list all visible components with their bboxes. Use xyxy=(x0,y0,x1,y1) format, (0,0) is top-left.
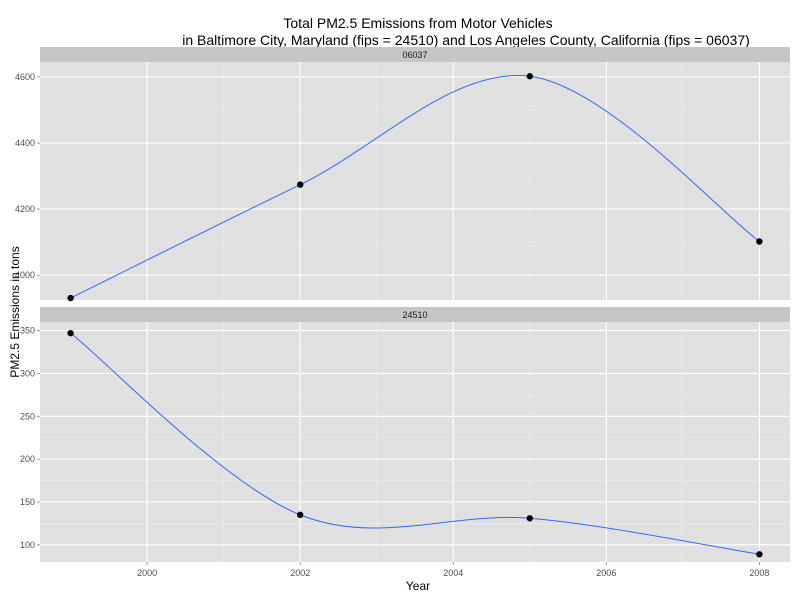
y-tick-label: 4600 xyxy=(15,72,35,82)
facet-panel-06037: 06037 4000 4200 4400 4600 xyxy=(15,47,790,302)
y-tick-label: 300 xyxy=(20,368,35,378)
y-tick-label: 250 xyxy=(20,411,35,421)
y-tick-label: 4400 xyxy=(15,138,35,148)
facet-strip xyxy=(40,307,790,322)
facet-panels: 06037 4000 4200 4400 4600 24510 100 150 200 250 30… xyxy=(15,47,790,562)
x-tick-label: 2008 xyxy=(749,568,769,578)
data-point-24510-2002 xyxy=(297,511,304,519)
facet-strip-label: 06037 xyxy=(402,50,427,60)
y-tick-label: 100 xyxy=(20,540,35,550)
data-point-24510-1999 xyxy=(67,329,74,337)
series-line-06037 xyxy=(70,74,760,299)
x-tick-label: 2002 xyxy=(290,568,310,578)
y-tick-label: 350 xyxy=(20,326,35,336)
y-tick-label: 4200 xyxy=(15,204,35,214)
facet-strip xyxy=(40,47,790,62)
data-point-24510-2008 xyxy=(756,551,763,558)
chart-title-line-2: in Baltimore City, Maryland (fips = 2451… xyxy=(182,32,750,48)
facet-panel-24510: 24510 100 150 200 250 300 350 xyxy=(20,307,790,562)
data-point-06037-2002 xyxy=(297,181,304,188)
y-axis-title: PM2.5 Emissions in tons xyxy=(8,246,22,377)
x-tick-label: 2006 xyxy=(596,568,616,578)
panel-background xyxy=(40,62,790,300)
y-tick-label: 150 xyxy=(20,497,35,507)
data-point-06037-1999 xyxy=(67,294,74,302)
panel-background xyxy=(40,322,790,562)
x-axis-title: Year xyxy=(406,579,430,593)
facet-strip-label: 24510 xyxy=(402,310,427,320)
y-tick-label: 200 xyxy=(20,454,35,464)
data-point-06037-2008 xyxy=(756,238,763,245)
x-tick-label: 2004 xyxy=(443,568,463,578)
data-point-24510-2005 xyxy=(526,515,533,522)
series-line-24510 xyxy=(70,332,760,555)
x-tick-label: 2000 xyxy=(137,568,157,578)
data-point-06037-2005 xyxy=(526,73,533,80)
chart-title-line-1: Total PM2.5 Emissions from Motor Vehicle… xyxy=(283,15,552,31)
x-axis: 2000 2002 2004 2006 2008 xyxy=(137,562,769,578)
y-tick-label: 4000 xyxy=(15,270,35,280)
